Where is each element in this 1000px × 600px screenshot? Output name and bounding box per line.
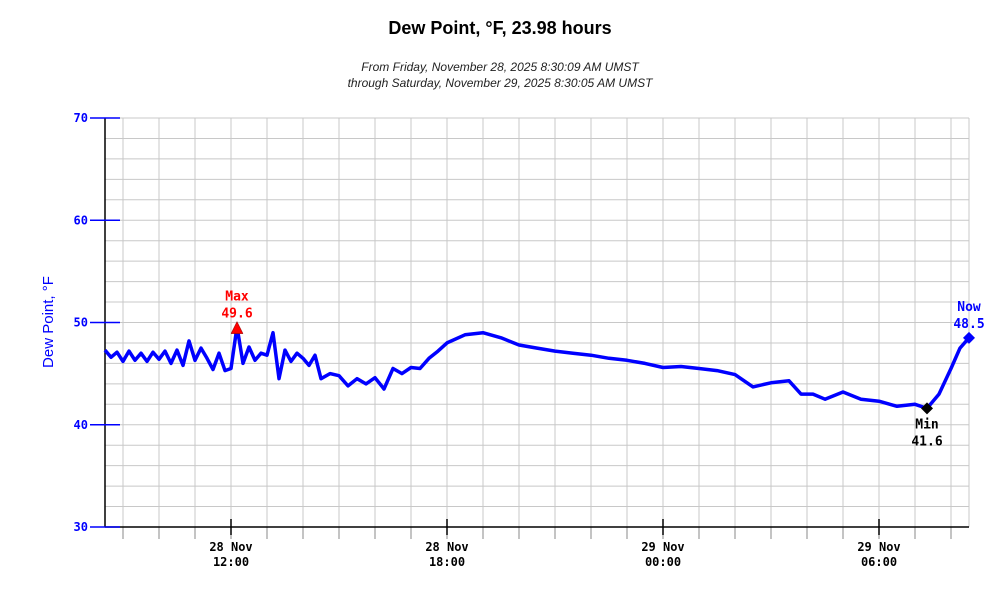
x-tick-label-time: 12:00 bbox=[213, 555, 249, 569]
grid bbox=[105, 117, 970, 527]
now-label: Now bbox=[957, 300, 981, 315]
chart-subtitle-through: through Saturday, November 29, 2025 8:30… bbox=[347, 76, 653, 90]
max-marker bbox=[230, 321, 244, 334]
chart-title: Dew Point, °F, 23.98 hours bbox=[388, 18, 612, 38]
x-tick-label-date: 28 Nov bbox=[425, 540, 468, 554]
max-label: Max bbox=[225, 290, 249, 305]
x-tick-label-time: 06:00 bbox=[861, 555, 897, 569]
min-marker bbox=[921, 402, 933, 415]
y-tick-label: 60 bbox=[74, 213, 88, 227]
x-tick-label-date: 29 Nov bbox=[857, 540, 900, 554]
y-axis-label: Dew Point, °F bbox=[40, 276, 57, 368]
min-label: Min bbox=[915, 417, 938, 432]
y-tick-label: 50 bbox=[74, 316, 88, 330]
now-marker bbox=[963, 331, 975, 344]
chart-subtitle-from: From Friday, November 28, 2025 8:30:09 A… bbox=[361, 60, 639, 74]
y-tick-label: 70 bbox=[74, 111, 88, 125]
y-tick-label: 30 bbox=[74, 520, 88, 534]
y-tick-label: 40 bbox=[74, 418, 88, 432]
x-tick-label-time: 18:00 bbox=[429, 555, 465, 569]
x-tick-label-date: 28 Nov bbox=[209, 540, 252, 554]
dew-point-line bbox=[103, 324, 971, 411]
annotations: Max 49.6 Min 41.6 Now 48.5 bbox=[221, 290, 984, 450]
max-value: 49.6 bbox=[221, 307, 252, 322]
x-tick-label-date: 29 Nov bbox=[641, 540, 684, 554]
now-value: 48.5 bbox=[953, 317, 984, 332]
axes bbox=[90, 117, 969, 539]
x-tick-label-time: 00:00 bbox=[645, 555, 681, 569]
min-value: 41.6 bbox=[911, 434, 942, 449]
